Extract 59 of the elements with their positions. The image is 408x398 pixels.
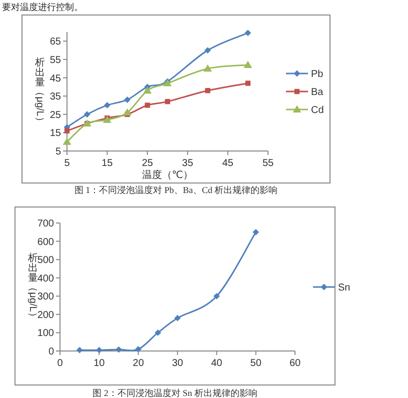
point <box>244 60 252 68</box>
x-tick-label: 50 <box>250 358 262 369</box>
x-tick-label: 45 <box>222 158 234 169</box>
x-tick-label: 10 <box>94 358 106 369</box>
point <box>174 314 181 322</box>
point <box>84 111 90 118</box>
y-tick-label: 35 <box>50 92 62 103</box>
y-tick-label: 5 <box>55 146 62 158</box>
point <box>64 128 70 134</box>
y-tick-label: 500 <box>37 255 54 266</box>
text: 图 2：不同浸泡温度对 Sn 析出规律的影响 <box>92 388 258 398</box>
point <box>143 86 152 94</box>
x-tick-label: 55 <box>262 158 274 169</box>
y-tick-label: 65 <box>50 36 62 48</box>
text: 析出量（μg/L） <box>34 57 45 126</box>
y-tick-label: 400 <box>37 273 54 284</box>
x-axis-title: 温度（℃） <box>142 169 194 181</box>
point <box>244 30 252 36</box>
x-tick-label: 25 <box>142 158 154 169</box>
y-tick-label: 45 <box>50 73 62 84</box>
point <box>204 64 212 72</box>
x-tick-label: 60 <box>289 358 301 369</box>
y-tick-label: 200 <box>37 310 54 321</box>
x-tick-label: 35 <box>182 158 194 169</box>
point <box>213 292 220 300</box>
point <box>96 346 102 354</box>
y-tick-label: 0 <box>48 346 54 358</box>
x-tick-label: 40 <box>211 358 223 369</box>
x-tick-label: 20 <box>132 358 144 369</box>
point <box>154 330 162 336</box>
point <box>124 96 130 103</box>
point <box>135 346 142 352</box>
legend-label: Cd <box>311 105 324 116</box>
point <box>123 108 132 116</box>
y-tick-label: 600 <box>37 236 54 248</box>
x-tick-label: 15 <box>102 158 114 169</box>
x-tick-label: 5 <box>64 158 70 169</box>
text: 要对温度进行控制。 <box>2 2 83 12</box>
y-tick-label: 55 <box>50 54 62 66</box>
point <box>104 102 110 108</box>
point <box>76 346 83 354</box>
point <box>252 228 260 236</box>
point <box>144 102 150 108</box>
point <box>205 88 210 94</box>
point <box>245 80 250 86</box>
point <box>164 98 170 104</box>
point <box>204 47 211 54</box>
y-tick-label: 300 <box>37 292 54 303</box>
text: 析出量（μg/L） <box>27 252 38 322</box>
point <box>62 138 72 145</box>
x-tick-label: 30 <box>172 358 184 369</box>
legend-label: Sn <box>338 282 350 294</box>
y-tick-label: 700 <box>37 218 54 230</box>
y-tick-label: 100 <box>37 328 54 340</box>
y-tick-label: 15 <box>50 128 62 140</box>
text: 图 1：不同浸泡温度对 Pb、Ba、Cd 析出规律的影响 <box>74 185 278 195</box>
legend-label: Pb <box>311 69 324 80</box>
legend-label: Ba <box>311 87 324 98</box>
y-tick-label: 25 <box>50 110 62 121</box>
